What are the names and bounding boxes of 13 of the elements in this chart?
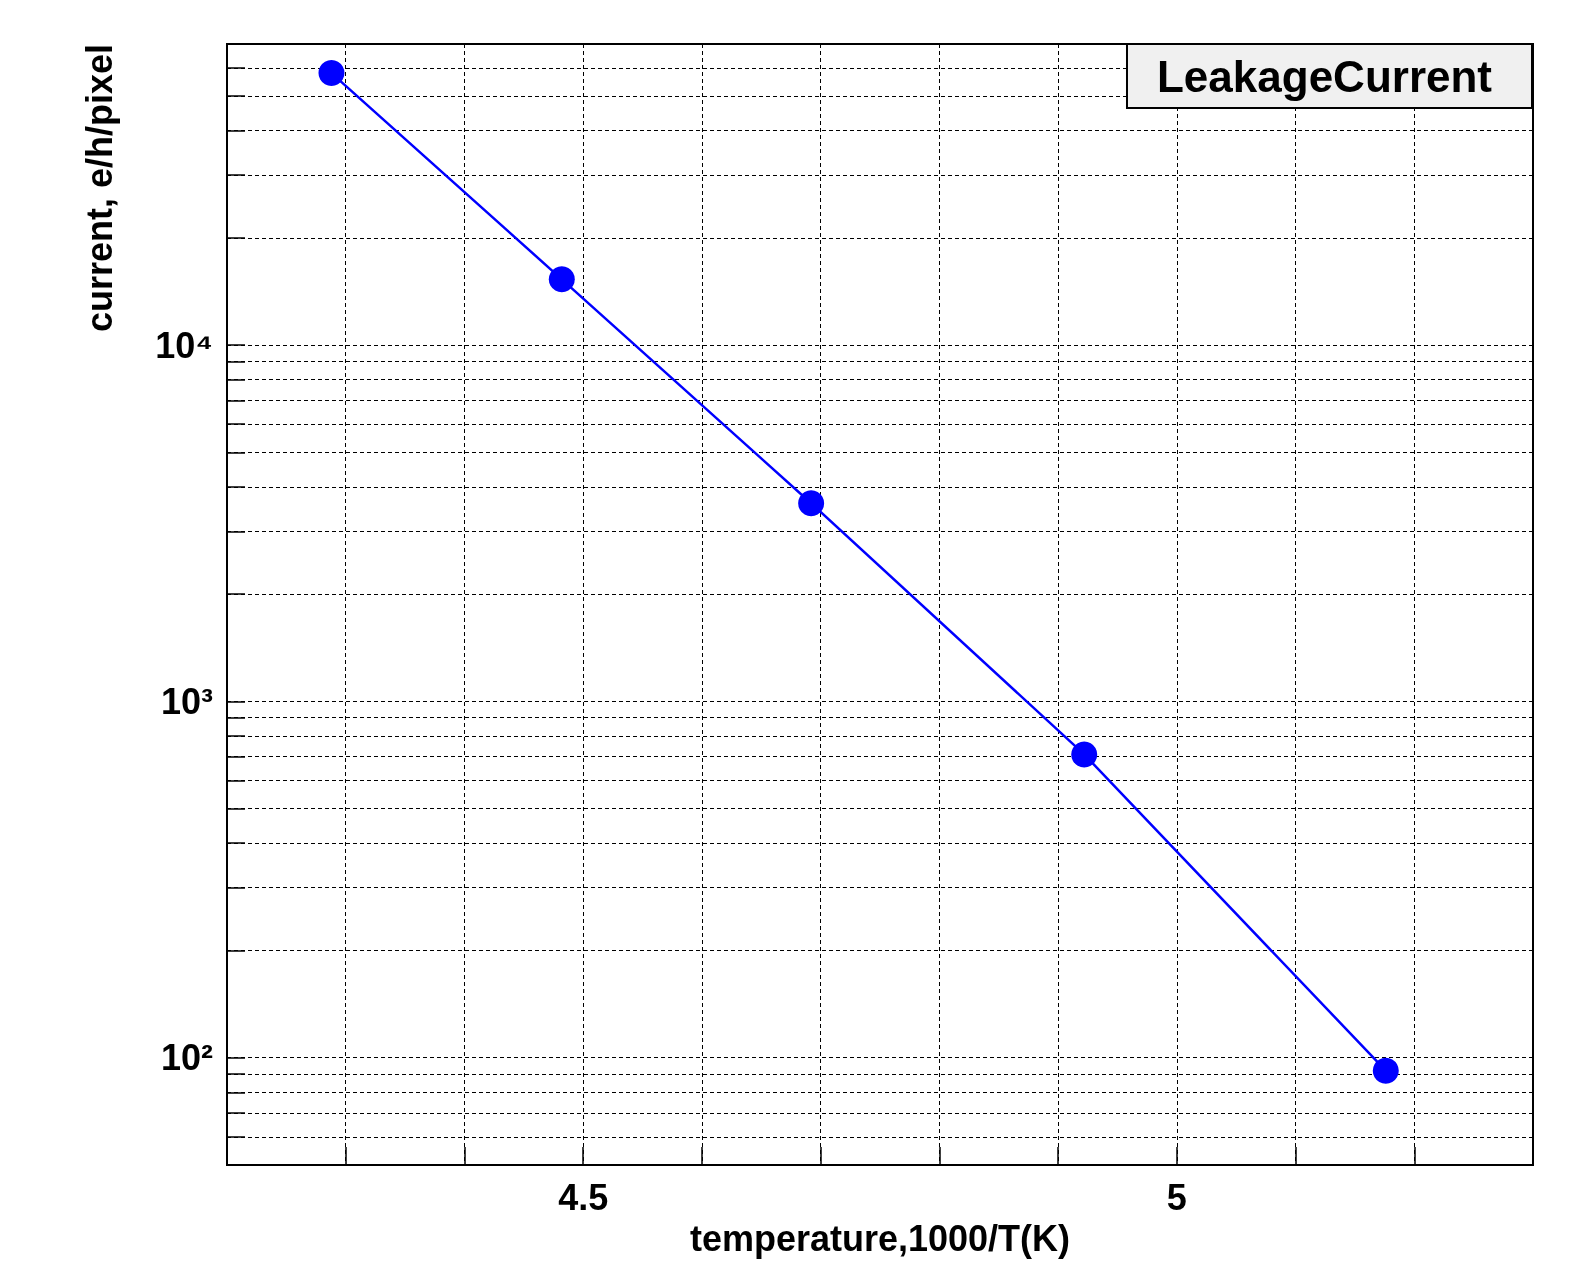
y-axis-title: current, e/h/pixel: [78, 44, 120, 333]
x-tick-label: 5: [1166, 1176, 1187, 1218]
point: [1071, 741, 1098, 768]
y-tick-label: 10³: [160, 680, 214, 722]
point: [798, 490, 825, 517]
point: [548, 266, 575, 293]
x-axis-title: temperature,1000/T(K): [689, 1217, 1071, 1259]
chart-title: LeakageCurrent: [1156, 51, 1493, 101]
y-tick-label: 10⁴: [155, 324, 213, 366]
x-tick-label: 4.5: [558, 1176, 609, 1218]
point: [1372, 1057, 1399, 1084]
y-tick-label: 10²: [160, 1037, 214, 1079]
point: [318, 60, 345, 87]
